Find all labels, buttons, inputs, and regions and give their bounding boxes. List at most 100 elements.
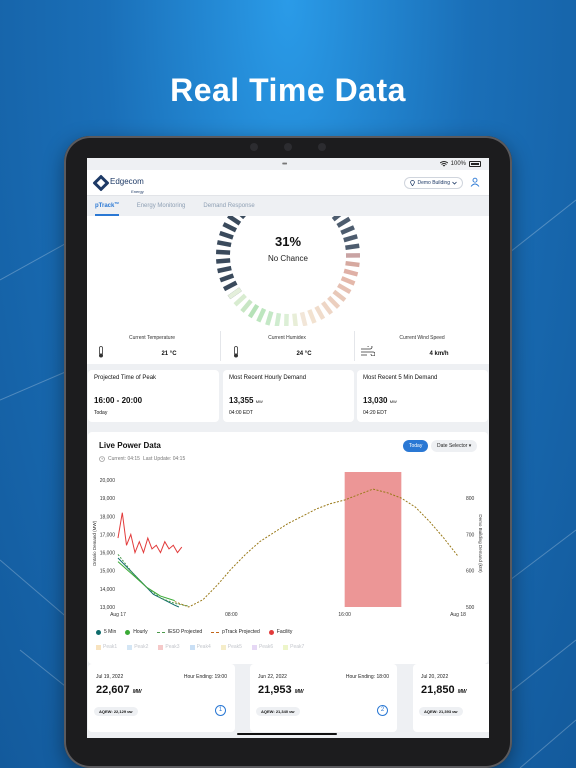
metric-value: 13,030 MW <box>363 396 397 405</box>
peak-value: 21,850 MW <box>421 684 467 696</box>
live-power-chart: 20,000 19,000 18,000 17,000 16,000 15,000 14,0… <box>92 472 483 618</box>
peak-legend-label: Peak4 <box>196 644 211 650</box>
battery-percent: 100% <box>450 161 466 167</box>
gauge-segment <box>215 249 231 255</box>
legend-ptrack[interactable]: pTrack Projected <box>211 629 260 635</box>
tab-ptrack-label: pTrack <box>95 203 115 209</box>
peak-legend-item[interactable]: Peak3 <box>158 644 180 650</box>
weather-humidex: Current Humidex 24 °C <box>222 329 352 363</box>
legend-label: 5 Min <box>104 629 117 635</box>
tab-ptrack[interactable]: pTrackTM <box>95 196 119 216</box>
metric-value: 13,355 MW <box>229 396 263 405</box>
temperature-value: 21 °C <box>161 351 177 357</box>
metric-title: Projected Time of Peak <box>94 375 157 381</box>
series-facility <box>117 512 183 555</box>
peak-legend: Peak1 Peak2 Peak3 Peak4 Peak5 Peak6 Peak7 <box>96 644 304 650</box>
legend-dot <box>96 629 101 635</box>
gauge-segment <box>227 287 242 300</box>
peak-legend-label: Peak2 <box>134 644 149 650</box>
gauge-segment <box>223 280 238 292</box>
peak-legend-item[interactable]: Peak7 <box>283 644 304 650</box>
peak-swatch <box>220 644 226 650</box>
building-selector[interactable]: Demo Building <box>404 177 463 189</box>
peak-hour: Hour Ending: 18:00 <box>345 674 389 680</box>
tab-demand-response[interactable]: Demand Response <box>203 203 255 209</box>
app-screen: ••• 100% Edgecom Energy Demo Building pT… <box>87 158 489 738</box>
divider <box>354 331 355 361</box>
metric-card-5min: Most Recent 5 Min Demand 13,030 MW 04:20… <box>357 370 488 422</box>
humidex-label: Current Humidex <box>268 335 306 341</box>
gauge-segment <box>331 216 342 222</box>
legend-label: Facility <box>276 629 293 635</box>
wifi-icon <box>439 161 448 167</box>
peak-aqew: AQEW: 22,129 MW <box>94 707 138 716</box>
gauge-segment <box>343 268 359 277</box>
headline: Real Time Data <box>170 72 406 108</box>
logo-sub: Energy <box>131 189 144 194</box>
metric-card-peak-time: Projected Time of Peak 16:00 - 20:00 Tod… <box>88 370 219 422</box>
clock-icon <box>99 456 105 462</box>
gauge-segment <box>292 313 298 326</box>
gauge-segment <box>222 222 237 233</box>
peak-legend-item[interactable]: Peak1 <box>96 644 117 650</box>
peak-rank-badge: 1 <box>215 705 226 716</box>
multitask-dots[interactable]: ••• <box>282 161 287 168</box>
gauge-label: No Chance <box>267 254 309 263</box>
gauge-segment <box>345 243 360 250</box>
y2-axis-label: Demo Building Demand (kW) <box>478 514 483 573</box>
peak-card-3[interactable]: Jul 20, 2022 21,850 MW AQEW: 21,393 MW <box>413 664 489 732</box>
y-tick-label: 16,000 <box>100 551 116 557</box>
today-button[interactable]: Today <box>403 440 429 452</box>
y2-tick-label: 800 <box>466 496 475 502</box>
aqew-unit: MW <box>452 710 458 714</box>
peak-legend-item[interactable]: Peak4 <box>189 644 211 650</box>
peak-aqew: AQEW: 21,340 MW <box>256 707 300 716</box>
aqew-value: 21,340 <box>275 709 289 714</box>
aqew-value: 22,129 <box>113 709 127 714</box>
y2-tick-label: 600 <box>466 569 475 575</box>
peak-legend-label: Peak7 <box>290 644 305 650</box>
y-tick-label: 15,000 <box>100 569 116 575</box>
metric-unit: MW <box>389 399 397 404</box>
gauge-segment <box>216 258 231 264</box>
aqew-unit: MW <box>127 710 133 714</box>
legend-ieso[interactable]: IESO Projected <box>156 629 202 635</box>
legend-5min[interactable]: 5 Min <box>96 629 116 635</box>
x-tick-label: Aug 18 <box>450 612 466 618</box>
gauge-segment <box>274 312 282 326</box>
live-power-title: Live Power Data <box>99 441 161 450</box>
temperature-label: Current Temperature <box>128 335 176 341</box>
y-tick-label: 14,000 <box>100 587 116 593</box>
wind-value: 4 km/h <box>429 351 449 357</box>
edgecom-logo[interactable]: Edgecom Energy <box>92 171 144 194</box>
user-icon[interactable] <box>470 177 480 187</box>
series-hourly <box>117 561 175 602</box>
metric-sub: 04:20 EDT <box>363 410 387 416</box>
gauge-segment <box>217 265 232 274</box>
tab-energy-monitoring[interactable]: Energy Monitoring <box>136 203 186 209</box>
series-5-min <box>117 557 180 608</box>
legend-facility[interactable]: Facility <box>268 629 293 635</box>
peak-legend-item[interactable]: Peak2 <box>127 644 148 650</box>
peak-legend-label: Peak1 <box>103 644 118 650</box>
peak-date: Jun 22, 2022 <box>258 674 287 680</box>
peak-card-1[interactable]: Jul 19, 2022 Hour Ending: 19:00 22,607 M… <box>88 664 235 732</box>
home-indicator[interactable] <box>237 733 337 735</box>
chevron-down-icon <box>452 181 457 185</box>
peak-legend-item[interactable]: Peak5 <box>220 644 242 650</box>
location-pin-icon <box>410 180 416 186</box>
weather-temperature: Current Temperature 21 °C <box>87 329 217 363</box>
y-tick-label: 13,000 <box>100 605 116 611</box>
date-selector-button[interactable]: Date Selector ▾ <box>431 440 478 452</box>
peak-legend-item[interactable]: Peak6 <box>251 644 273 650</box>
peak-value: 21,953 MW <box>258 684 304 696</box>
gauge-segment <box>332 289 347 302</box>
gauge-segment <box>233 293 247 307</box>
peak-swatch <box>283 644 289 650</box>
gauge-segment <box>321 301 334 315</box>
peak-card-2[interactable]: Jun 22, 2022 Hour Ending: 18:00 21,953 M… <box>250 664 397 732</box>
logo-mark-icon <box>92 174 110 191</box>
legend-hourly[interactable]: Hourly <box>125 629 148 635</box>
legend-label: pTrack Projected <box>222 629 260 635</box>
